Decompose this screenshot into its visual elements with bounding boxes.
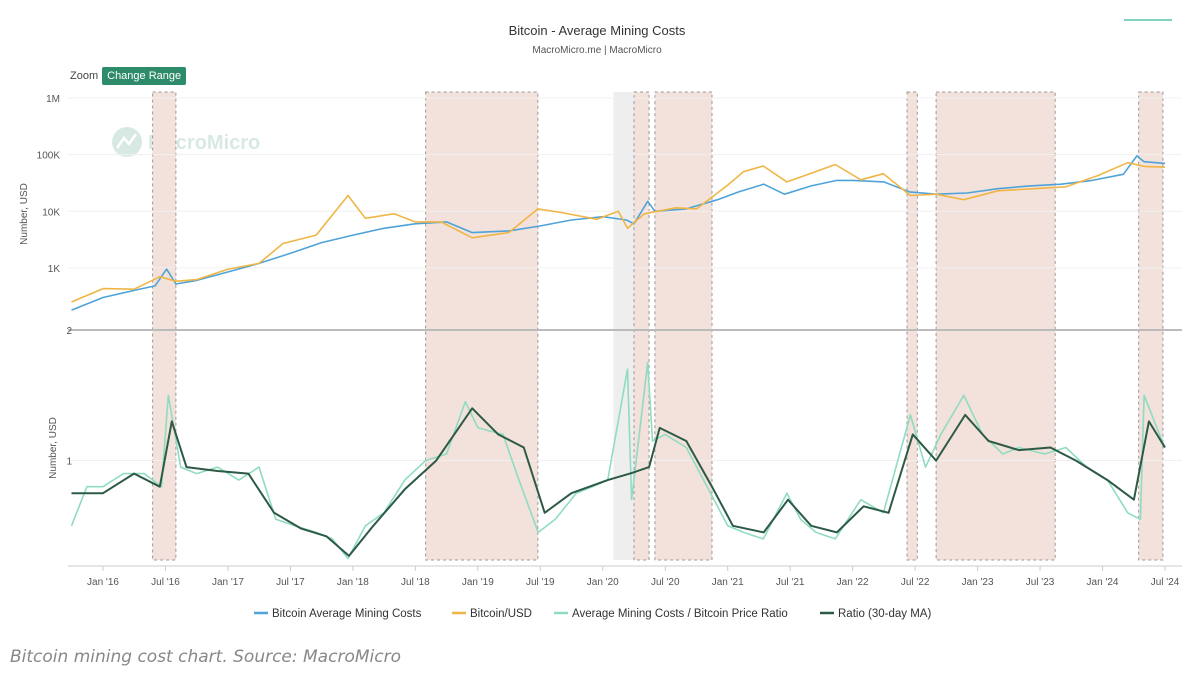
lower-y-tick-label: 1 <box>66 457 72 468</box>
series-line-2 <box>70 361 1166 560</box>
zoom-label: Zoom <box>70 70 99 82</box>
upper-y-tick-label: 100K <box>37 151 61 162</box>
watermark-logo: MacroMicro <box>112 127 260 157</box>
chart-subtitle: MacroMicro.me | MacroMicro <box>532 45 662 56</box>
x-tick-label: Jul '18 <box>401 577 430 588</box>
lower-y-axis-title: Number, USD <box>48 417 59 479</box>
recession-band-5 <box>906 91 918 561</box>
watermark-logo-icon <box>112 127 142 157</box>
series-line-1 <box>71 161 1166 303</box>
menu-indicator[interactable] <box>1124 19 1172 21</box>
x-tick-label: Jul '24 <box>1151 577 1180 588</box>
x-tick-label: Jul '16 <box>151 577 180 588</box>
recession-band-0 <box>152 91 177 561</box>
upper-y-tick-label: 10K <box>42 207 60 218</box>
recession-band-4 <box>654 91 713 561</box>
x-tick-label: Jan '20 <box>587 577 619 588</box>
x-tick-label: Jan '24 <box>1087 577 1119 588</box>
x-tick-label: Jan '16 <box>87 577 119 588</box>
x-tick-label: Jul '22 <box>901 577 930 588</box>
upper-y-tick-label: 1K <box>48 264 61 275</box>
legend-item-2[interactable]: Average Mining Costs / Bitcoin Price Rat… <box>554 608 788 620</box>
legend-label: Bitcoin/USD <box>470 608 532 620</box>
recession-band-6 <box>935 91 1056 561</box>
upper-y-axis-title: Number, USD <box>19 183 30 245</box>
legend-label: Ratio (30-day MA) <box>838 608 931 620</box>
x-tick-label: Jan '19 <box>462 577 494 588</box>
legend-label: Average Mining Costs / Bitcoin Price Rat… <box>572 608 788 620</box>
series-line-3 <box>71 407 1166 557</box>
chart-canvas: Bitcoin - Average Mining Costs MacroMicr… <box>19 23 1182 620</box>
recession-band-7 <box>1138 91 1164 561</box>
legend-item-1[interactable]: Bitcoin/USD <box>452 608 532 620</box>
x-tick-label: Jan '23 <box>962 577 994 588</box>
figure-caption: Bitcoin mining cost chart. Source: Macro… <box>10 647 401 667</box>
legend-label: Bitcoin Average Mining Costs <box>272 608 422 620</box>
x-tick-label: Jan '17 <box>212 577 244 588</box>
legend-item-3[interactable]: Ratio (30-day MA) <box>820 608 931 620</box>
zoom-control: Zoom Change Range <box>70 67 187 85</box>
x-tick-label: Jul '17 <box>276 577 305 588</box>
change-range-button[interactable]: Change Range <box>102 67 187 85</box>
recession-band-1 <box>425 91 539 561</box>
lower-y-tick-label: 2 <box>66 326 72 337</box>
x-tick-label: Jan '21 <box>712 577 744 588</box>
recession-band-3 <box>633 91 650 561</box>
x-tick-label: Jul '20 <box>651 577 680 588</box>
x-tick-label: Jul '21 <box>776 577 805 588</box>
x-tick-label: Jan '22 <box>837 577 869 588</box>
legend-item-0[interactable]: Bitcoin Average Mining Costs <box>254 608 422 620</box>
x-tick-label: Jan '18 <box>337 577 369 588</box>
x-tick-label: Jul '23 <box>1026 577 1055 588</box>
chart-title: Bitcoin - Average Mining Costs <box>509 23 686 38</box>
recession-band-2 <box>613 92 634 560</box>
upper-y-tick-label: 1M <box>46 94 60 105</box>
x-tick-label: Jul '19 <box>526 577 555 588</box>
series-line-0 <box>71 155 1166 311</box>
